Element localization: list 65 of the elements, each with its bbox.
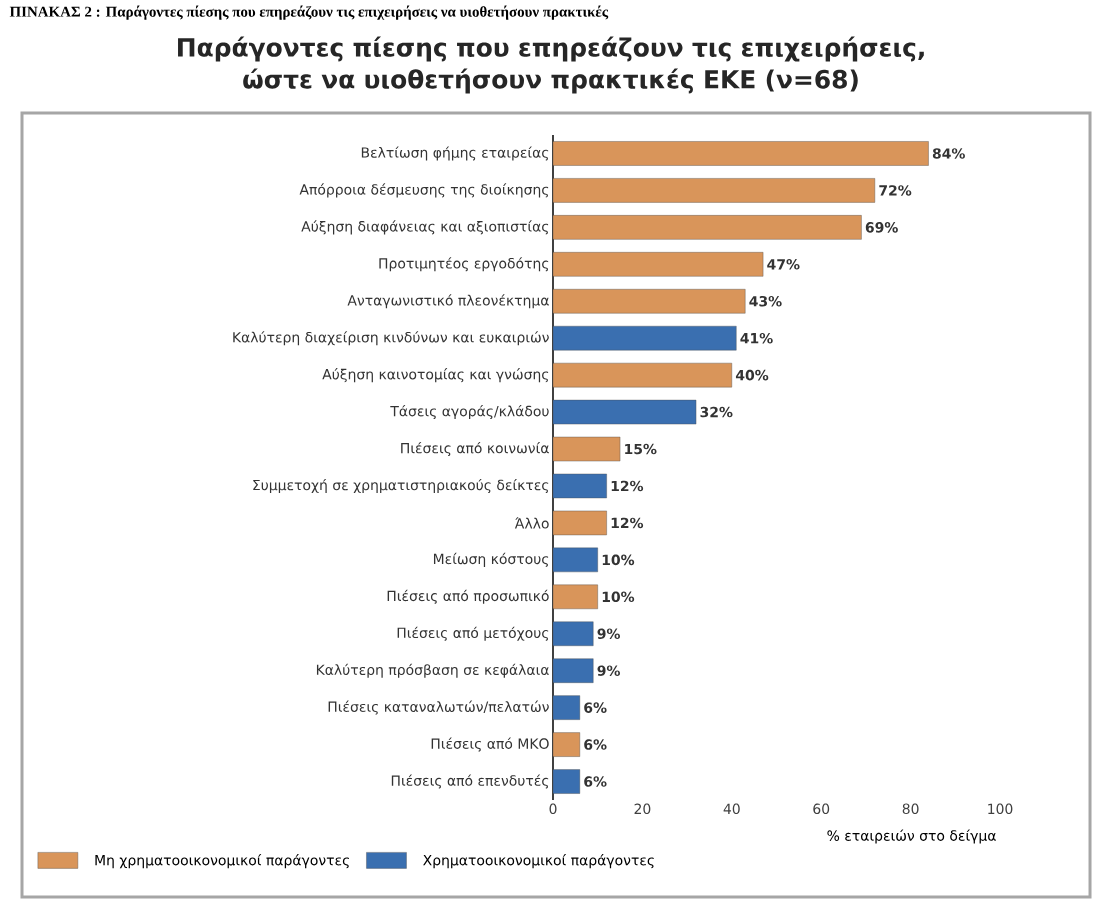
data-label: 6% [584, 739, 607, 750]
x-tick-label: 40 [723, 803, 740, 815]
bar [552, 436, 621, 462]
bar [552, 695, 581, 720]
data-label: 12% [611, 480, 644, 492]
x-tick-label: 60 [813, 803, 830, 815]
data-label: 41% [740, 332, 773, 344]
data-label: 9% [597, 665, 620, 676]
y-tick-label: Ανταγωνιστικό πλεονέκτημα [347, 294, 549, 309]
data-label: 43% [749, 295, 782, 307]
bar [552, 252, 764, 277]
data-label: 47% [767, 259, 800, 270]
bar [552, 141, 929, 166]
y-tick-label: Βελτίωση φήμης εταιρείας [361, 146, 549, 161]
text: ΠΙΝΑΚΑΣ 2 : Παράγοντες πίεσης που επηρεάζουν τις επιχειρήσεις να υιοθετήσουν πρακτικές [9, 5, 609, 20]
data-label: 10% [602, 554, 635, 566]
y-tick-label: Τάσεις αγοράς/κλάδου [390, 405, 549, 420]
x-axis-title: % εταιρειών στο δείγμα [827, 829, 996, 844]
y-tick-label: Απόρροια δέσμευσης της διοίκησης [299, 183, 549, 198]
y-tick-label: Άλλο [514, 517, 549, 529]
x-tick-label: 100 [988, 803, 1013, 815]
y-tick-label: Πιέσεις από επενδυτές [391, 774, 549, 789]
x-tick-label: 20 [634, 803, 651, 815]
x-tick-label: 80 [902, 803, 919, 815]
data-label: 6% [584, 776, 607, 787]
bar [552, 362, 732, 388]
chart-title: Παράγοντες πίεσης που επηρεάζουν τις επιχειρήσεις, ώστε να υιοθετήσουν πρακτικές ΕΚΕ (ν=68) [178, 36, 924, 94]
y-tick-label: Πιέσεις από μετόχους [397, 626, 549, 641]
y-tick-label: Προτιμητέος εργοδότης [379, 257, 549, 272]
data-label: 10% [602, 591, 635, 603]
y-tick-label: Πιέσεις καταναλωτών/πελατών [328, 700, 549, 715]
bar [552, 621, 594, 646]
bar [552, 399, 697, 425]
data-label: 32% [700, 406, 733, 418]
y-tick-label: Αύξηση καινοτομίας και γνώσης [322, 368, 549, 383]
bar [552, 584, 598, 610]
data-label: 84% [932, 148, 965, 159]
data-label: 69% [865, 222, 898, 233]
bar [552, 510, 607, 536]
data-label: 72% [879, 185, 912, 196]
bar [552, 732, 581, 757]
data-label: 9% [597, 628, 620, 640]
y-tick-label: Συμμετοχή σε χρηματιστηριακούς δείκτες [253, 478, 549, 494]
bar [552, 769, 581, 794]
y-tick-label: Πιέσεις από ΜΚΟ [431, 737, 549, 752]
y-tick-label: Αύξηση διαφάνειας και αξιοπιστίας [301, 220, 549, 235]
y-tick-label: Πιέσεις από προσωπικό [387, 589, 549, 604]
y-tick-label: Καλύτερη διαχείριση κινδύνων και ευκαιριών [233, 331, 549, 346]
bar [552, 473, 607, 499]
data-label: 15% [625, 443, 657, 455]
bar [552, 215, 862, 240]
y-tick-label: Μείωση κόστους [433, 552, 549, 567]
legend-label: Μη χρηματοοικονομικοί παράγοντες [95, 854, 349, 869]
y-tick-label: Πιέσεις από κοινωνία [401, 441, 549, 457]
bar [552, 326, 737, 351]
bar [552, 658, 594, 683]
y-tick-label: Καλύτερη πρόσβαση σε κεφάλαια [316, 663, 549, 678]
data-label: 40% [735, 369, 769, 381]
bar [552, 289, 746, 314]
legend-label: Χρηματοοικονομικοί παράγοντες [423, 854, 654, 869]
data-label: 6% [584, 702, 607, 713]
data-label: 12% [611, 517, 644, 529]
bar [552, 178, 876, 203]
bar [552, 547, 598, 573]
x-tick-label: 0 [549, 803, 557, 815]
